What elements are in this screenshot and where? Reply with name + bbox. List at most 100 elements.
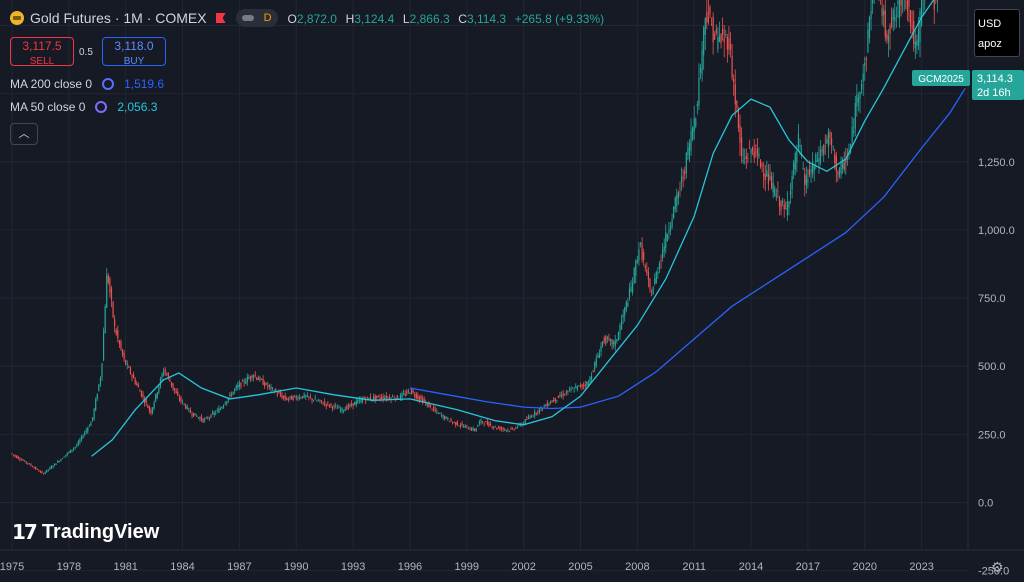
candle-body: [406, 391, 408, 394]
ma200-legend[interactable]: MA 200 close 0 1,519.6: [10, 77, 164, 91]
candle-body: [777, 190, 779, 192]
candle-body: [403, 393, 405, 395]
candle-body: [549, 402, 552, 403]
candle-body: [240, 382, 242, 387]
candle-body: [256, 377, 258, 380]
candle-body: [281, 395, 283, 399]
candle-body: [857, 97, 860, 103]
ma200-value: 1,519.6: [124, 77, 165, 91]
buy-button[interactable]: 3,118.0 BUY: [102, 37, 166, 67]
candle-body: [379, 397, 381, 399]
candle-body: [872, 0, 874, 4]
x-tick-label: 1990: [284, 561, 308, 573]
candle-body: [309, 397, 312, 398]
candle-body: [753, 151, 755, 158]
gear-icon[interactable]: ⚙: [991, 559, 1004, 575]
sell-button[interactable]: 3,117.5 SELL: [10, 37, 74, 67]
candle-body: [339, 408, 342, 411]
x-tick-label: 1975: [0, 561, 24, 573]
candle-body: [917, 29, 920, 46]
x-tick-label: 1999: [455, 561, 479, 573]
candle-body: [221, 406, 223, 409]
candle-body: [316, 400, 318, 402]
candle-body: [767, 173, 770, 185]
candle-body: [336, 408, 338, 409]
collapse-legend-button[interactable]: ︿: [10, 123, 38, 145]
candle-body: [180, 397, 182, 402]
candle-body: [12, 454, 15, 456]
symbol-title[interactable]: Gold Futures · 1M · COMEX: [30, 10, 207, 26]
candle-body: [722, 28, 724, 35]
candle-body: [886, 33, 888, 40]
candle-body: [812, 161, 814, 175]
candle-body: [859, 92, 861, 100]
ohlc-close-key: C: [458, 11, 467, 26]
candle-body: [496, 427, 498, 429]
currency-selector[interactable]: USD apoz: [974, 9, 1020, 57]
candle-body: [177, 391, 179, 396]
candle-body: [28, 463, 30, 465]
candle-body: [587, 382, 589, 386]
candle-body: [210, 414, 212, 418]
tradingview-logo[interactable]: 17 TradingView: [12, 520, 159, 544]
candle-body: [739, 125, 741, 143]
time-axis[interactable]: 1975 1978 1981 1984 1987 1990 1993 1996 1999 2002…: [0, 549, 1024, 573]
candle-body: [709, 7, 711, 15]
candle-body: [834, 153, 836, 164]
candle-body: [578, 385, 580, 387]
candle-body: [186, 406, 188, 409]
candle-body: [308, 396, 310, 398]
candle-body: [360, 398, 362, 403]
candle-body: [166, 373, 168, 375]
x-tick-label: 2002: [511, 561, 535, 573]
ma50-legend[interactable]: MA 50 close 0 2,056.3: [10, 100, 157, 114]
candle-body: [793, 162, 795, 176]
candle-body: [238, 383, 240, 388]
candle-body: [755, 144, 757, 146]
candle-body: [319, 399, 321, 401]
candle-body: [88, 425, 90, 427]
y-tick-label: 750.0: [978, 293, 1006, 305]
candle-body: [576, 385, 578, 390]
candle-body: [16, 455, 18, 458]
candle-body: [265, 383, 267, 385]
candle-body: [556, 399, 558, 401]
candle-body: [647, 272, 650, 280]
candle-body: [728, 38, 730, 50]
candle-body: [511, 428, 514, 430]
candle-body: [854, 102, 856, 129]
candle-body: [481, 421, 484, 423]
ohlc-change: +265.8 (+9.33%): [514, 11, 605, 26]
ohlc-low-key: L: [402, 11, 410, 26]
candle-body: [229, 393, 231, 397]
ohlc-low: 2,866.3: [409, 11, 450, 26]
candle-body: [414, 394, 416, 396]
candle-body: [581, 384, 583, 387]
candle-body: [415, 393, 417, 399]
candle-body: [823, 145, 825, 155]
interval-toggle[interactable]: D: [235, 9, 278, 27]
candle-body: [808, 169, 811, 176]
candle-body: [368, 397, 370, 401]
flag-icon[interactable]: [215, 13, 226, 23]
candle-body: [821, 149, 823, 152]
candle-body: [276, 393, 278, 395]
x-tick-label: 2014: [739, 561, 763, 573]
candle-body: [502, 427, 504, 430]
candle-body: [572, 388, 574, 390]
candle-body: [246, 377, 248, 383]
candle-body: [480, 419, 482, 423]
candle-body: [595, 358, 597, 366]
candle-body: [82, 436, 84, 438]
candle-body: [264, 383, 266, 387]
candle-body: [418, 397, 421, 401]
candle-body: [423, 399, 425, 402]
candle-body: [597, 355, 599, 358]
candle-body: [720, 33, 722, 44]
candle-body: [565, 392, 567, 393]
candle-body: [870, 10, 872, 19]
candle-body: [216, 409, 218, 411]
candle-body: [620, 320, 623, 330]
